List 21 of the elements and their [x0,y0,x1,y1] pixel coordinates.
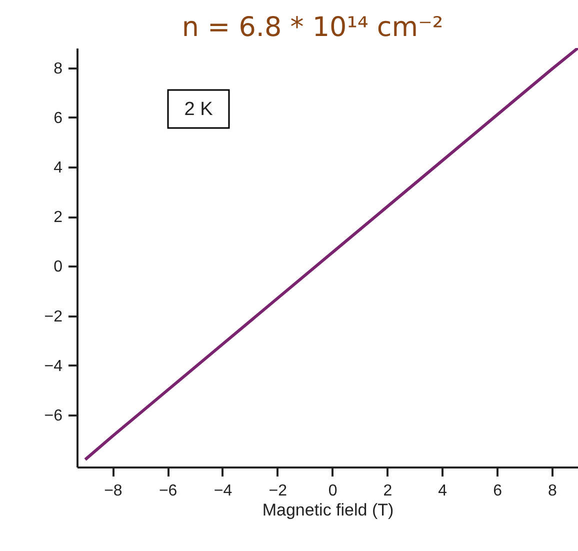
x-tick-label: −4 [214,482,232,500]
annotation: 2 K [184,99,214,120]
y-tick-label: 8 [54,60,63,78]
x-tick-label: 6 [493,482,502,500]
x-tick-label: 4 [438,482,448,500]
y-tick-label: −4 [44,358,63,375]
y-tick-label: 6 [54,110,63,127]
x-tick-label: 8 [548,482,557,500]
y-tick-label: −2 [44,308,63,326]
x-tick-label: −8 [104,482,122,500]
y-tick-label: −6 [44,407,63,424]
y-tick-label: 0 [54,258,63,276]
x-tick-label: 0 [328,482,338,500]
y-tick-label: 2 [54,209,63,226]
line-series [84,48,578,462]
x-tick-label: −2 [268,482,288,500]
y-tick-label: 4 [54,160,63,177]
chart-title: n = 6.8 * 10¹⁴ cm⁻² [182,12,444,43]
x-tick-label: 2 [383,482,392,500]
x-tick-label: −6 [158,482,178,500]
x-axis-title: Magnetic field (T) [262,500,394,520]
